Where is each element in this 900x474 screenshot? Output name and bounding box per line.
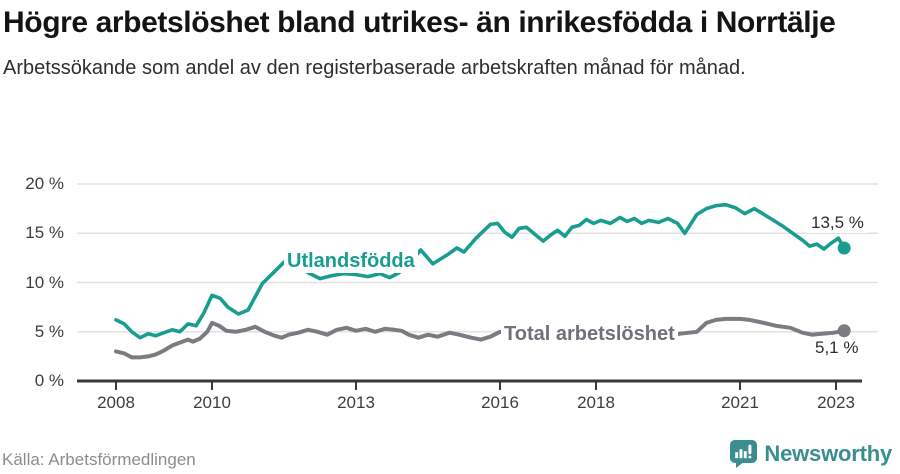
chart-subtitle: Arbetssökande som andel av den registerb…	[3, 57, 746, 79]
logo-bar-1	[735, 452, 739, 459]
newsworthy-logo: Newsworthy	[730, 440, 892, 468]
end-value-label-total-arbetsloshet: 5,1 %	[812, 338, 862, 358]
logo-exclamation-dot	[748, 455, 752, 459]
logo-bar-2	[739, 449, 743, 459]
end-value-label-utlandsfodda: 13,5 %	[808, 213, 867, 233]
page-title: Högre arbetslöshet bland utrikes- än inr…	[3, 6, 836, 39]
brand-name: Newsworthy	[764, 441, 892, 466]
series-label-total-arbetsloshet: Total arbetslöshet	[501, 323, 678, 346]
source-note: Källa: Arbetsförmedlingen	[2, 450, 196, 469]
series-label-utlandsfodda: Utlandsfödda	[284, 250, 418, 273]
chart-header: Högre arbetslöshet bland utrikes- än inr…	[3, 2, 889, 83]
newsworthy-logo-icon	[730, 440, 758, 468]
logo-exclamation-stem	[748, 444, 752, 455]
logo-bar-3	[744, 451, 748, 459]
